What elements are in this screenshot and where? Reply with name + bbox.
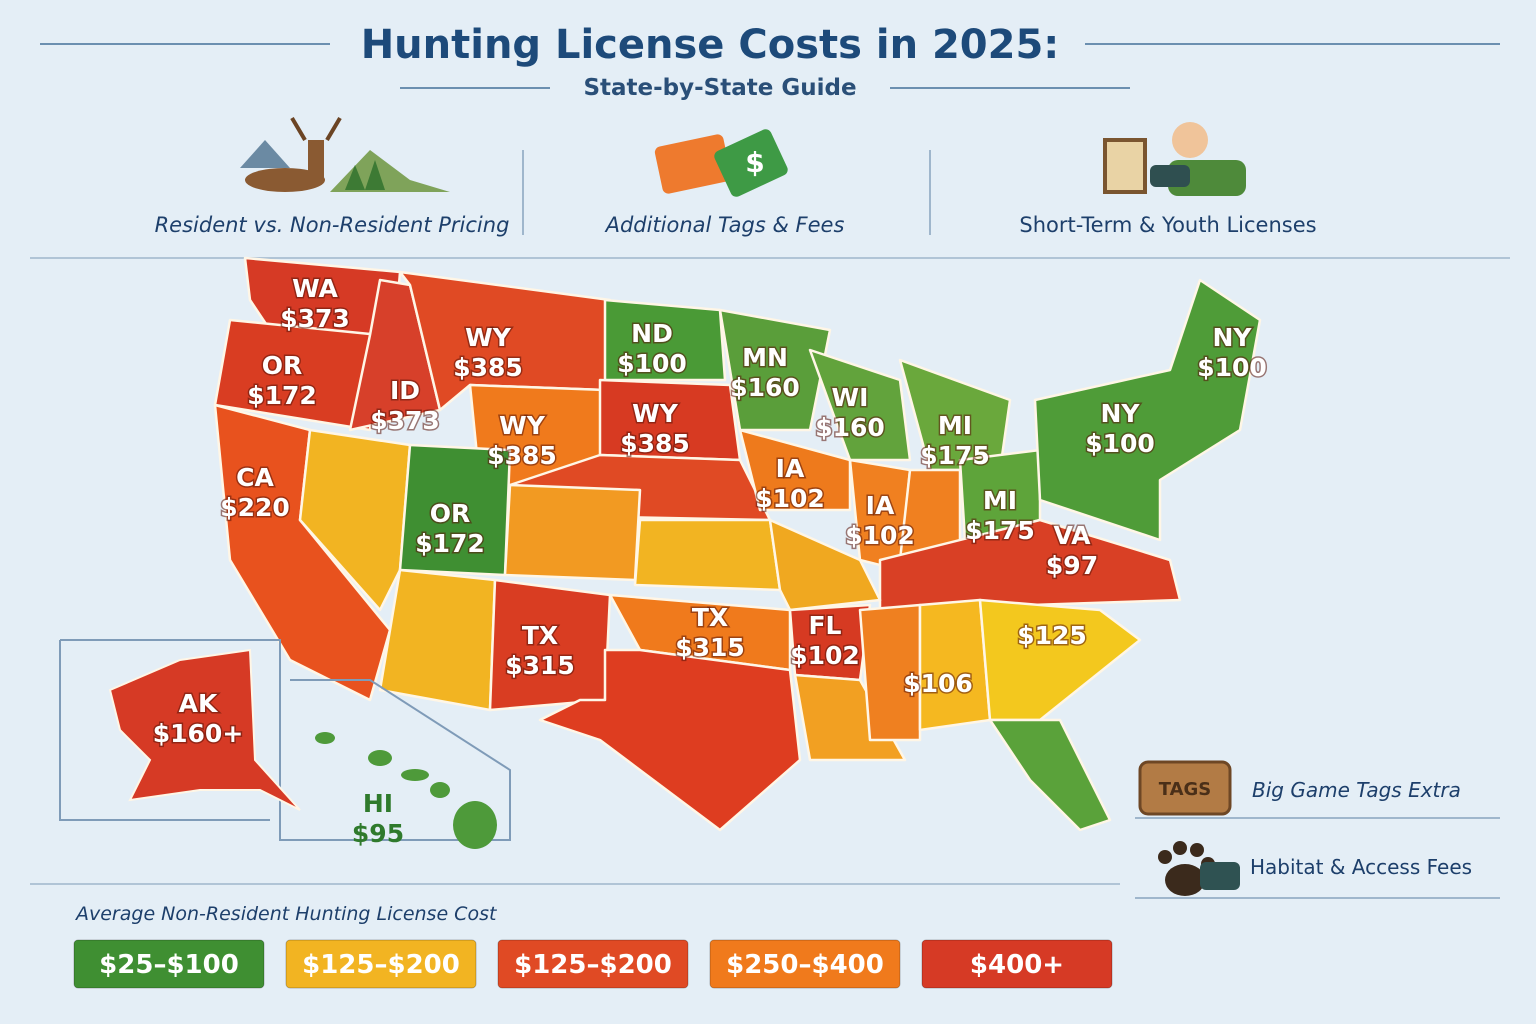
state-price: $102 [790, 641, 860, 670]
state-price: $160+ [153, 719, 244, 748]
legend-swatch [921, 939, 1113, 989]
state-price: $102 [755, 484, 825, 513]
state-price: $385 [620, 429, 690, 458]
inset-frame [59, 640, 270, 821]
inset-frame [60, 639, 511, 841]
state-abbr: WY [632, 399, 679, 428]
legend-swatch [497, 939, 689, 989]
legend-swatch [709, 939, 901, 989]
tag-symbol: $ [745, 146, 764, 179]
state-abbr: ID [390, 376, 420, 405]
legend-title: Average Non-Resident Hunting License Cos… [74, 903, 498, 925]
legend-label: $400+ [970, 950, 1064, 980]
state-price: $95 [352, 819, 404, 848]
title: Hunting License Costs in 2025: [361, 22, 1060, 68]
state-abbr: NY [1212, 323, 1252, 352]
legend-label: $250–$400 [726, 950, 884, 980]
state-abbr: IA [866, 491, 895, 520]
state-price: $385 [453, 353, 523, 382]
state-price: $160 [815, 413, 885, 442]
paw-icon [1158, 841, 1240, 896]
note-label: Habitat & Access Fees [1250, 855, 1472, 879]
state-price: $220 [220, 493, 290, 522]
state-abbr: MN [742, 343, 788, 372]
state-abbr: IA [776, 454, 805, 483]
state-abbr: MI [983, 486, 1017, 515]
bag-label: TAGS [1159, 779, 1212, 800]
us-map [213, 256, 1262, 832]
state-abbr: TX [692, 603, 728, 632]
state-price: $373 [280, 304, 350, 333]
state-price: $125 [1017, 621, 1087, 650]
legend-swatch [73, 939, 265, 989]
legend-swatch [285, 939, 477, 989]
note-label: Big Game Tags Extra [1252, 778, 1461, 802]
state-abbr: FL [808, 611, 841, 640]
state-abbr: WY [465, 323, 512, 352]
state-abbr: TX [522, 621, 558, 650]
state-abbr: WI [832, 383, 869, 412]
state-price: $97 [1046, 551, 1098, 580]
legend: $25–$100 $125–$200 $125–$200 $250–$400 $400+ [73, 939, 1113, 989]
feature-label: Additional Tags & Fees [604, 213, 845, 237]
state-abbr: HI [363, 789, 393, 818]
state-price: $106 [903, 669, 973, 698]
legend-label: $125–$200 [514, 950, 672, 980]
deer-icon [240, 116, 450, 192]
state-price: $100 [1197, 353, 1267, 382]
state-price: $102 [845, 521, 915, 550]
hawaii [315, 732, 497, 849]
state-abbr: ND [631, 319, 673, 348]
hunter-icon [1103, 122, 1246, 196]
state-price: $315 [675, 633, 745, 662]
tag-icon: $ [654, 129, 788, 197]
state-price: $100 [617, 349, 687, 378]
subtitle: State-by-State Guide [583, 75, 856, 101]
state-abbr: MI [938, 411, 972, 440]
state-abbr: OR [430, 499, 471, 528]
state-abbr: OR [262, 351, 303, 380]
state-abbr: AK [179, 689, 219, 718]
state-price: $175 [920, 441, 990, 470]
state-price: $160 [730, 373, 800, 402]
state-price: $100 [1085, 429, 1155, 458]
state-price: $172 [415, 529, 485, 558]
state-abbr: WA [292, 274, 338, 303]
legend-label: $25–$100 [99, 950, 239, 980]
state-abbr: NY [1100, 399, 1140, 428]
state-price: $385 [487, 441, 557, 470]
state-price: $373 [370, 406, 440, 435]
state-abbr: WY [499, 411, 546, 440]
state-abbr: VA [1054, 521, 1092, 550]
legend-label: $125–$200 [302, 950, 460, 980]
feature-label: Resident vs. Non-Resident Pricing [155, 213, 510, 237]
state-price: $315 [505, 651, 575, 680]
state-price: $172 [247, 381, 317, 410]
state-abbr: CA [236, 463, 274, 492]
tags-bag-icon: TAGS [1138, 760, 1232, 816]
state-price: $175 [965, 516, 1035, 545]
alaska [108, 648, 301, 811]
feature-label: Short-Term & Youth Licenses [1019, 213, 1316, 237]
